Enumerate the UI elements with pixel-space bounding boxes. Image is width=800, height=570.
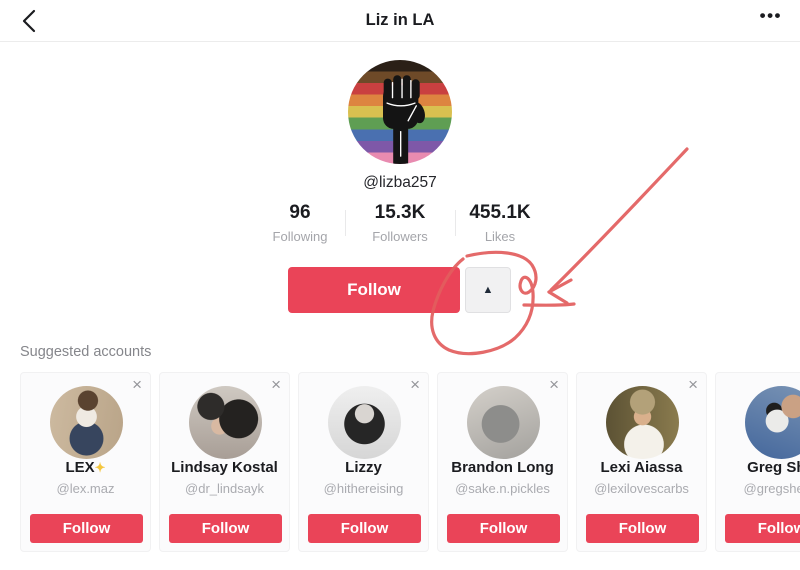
suggested-card[interactable]: × LEX✦ @lex.maz Follow (20, 372, 151, 552)
page-title: Liz in LA (365, 11, 435, 29)
suggested-card[interactable]: × Lizzy @hithereising Follow (298, 372, 429, 552)
account-name: Lizzy (345, 459, 382, 476)
card-follow-button[interactable]: Follow (30, 514, 143, 543)
close-icon[interactable]: × (271, 375, 281, 394)
likes-count: 455.1K (469, 202, 531, 223)
stat-divider (455, 210, 456, 236)
triangle-up-icon: ▲ (482, 284, 494, 296)
followers-count: 15.3K (374, 202, 426, 223)
suggested-card[interactable]: × Lexi Aiassa @lexilovescarbs Follow (576, 372, 707, 552)
stat-followers[interactable]: 15.3K Followers (345, 202, 455, 244)
sparkles-icon: ✦ (94, 460, 106, 475)
following-count: 96 (289, 202, 311, 223)
account-handle: @hithereising (323, 481, 404, 496)
account-handle: @gregshelto (743, 481, 800, 496)
suggested-card[interactable]: × Brandon Long @sake.n.pickles Follow (437, 372, 568, 552)
card-follow-button[interactable]: Follow (308, 514, 421, 543)
suggested-accounts-list: × LEX✦ @lex.maz Follow × Lindsay Kostal … (20, 372, 800, 552)
account-name: Greg She (747, 459, 800, 476)
suggested-accounts-title: Suggested accounts (20, 344, 152, 360)
account-handle: @lex.maz (56, 481, 115, 496)
account-name: Lindsay Kostal (171, 459, 278, 476)
account-handle: @lexilovescarbs (594, 481, 689, 496)
suggested-card[interactable]: × Greg She @gregshelto Follow (715, 372, 800, 552)
account-avatar (328, 386, 401, 459)
stat-divider (345, 210, 346, 236)
profile-avatar (348, 60, 452, 164)
close-icon[interactable]: × (132, 375, 142, 394)
close-icon[interactable]: × (549, 375, 559, 394)
account-avatar (467, 386, 540, 459)
account-handle: @sake.n.pickles (455, 481, 550, 496)
stat-likes[interactable]: 455.1K Likes (455, 202, 545, 244)
header: Liz in LA ••• (0, 0, 800, 42)
account-name: Brandon Long (451, 459, 554, 476)
account-avatar (606, 386, 679, 459)
card-follow-button[interactable]: Follow (586, 514, 699, 543)
account-handle: @dr_lindsayk (185, 481, 264, 496)
more-options-icon[interactable]: ••• (759, 6, 782, 25)
profile-handle: @lizba257 (363, 174, 437, 191)
card-follow-button[interactable]: Follow (447, 514, 560, 543)
followers-label: Followers (372, 229, 428, 244)
close-icon[interactable]: × (688, 375, 698, 394)
follow-button[interactable]: Follow (288, 267, 460, 313)
account-name: LEX✦ (65, 459, 106, 476)
following-label: Following (272, 229, 328, 244)
stat-following[interactable]: 96 Following (255, 202, 345, 244)
account-name: Lexi Aiassa (600, 459, 683, 476)
card-follow-button[interactable]: Follow (725, 514, 800, 543)
account-avatar (745, 386, 800, 459)
suggested-card[interactable]: × Lindsay Kostal @dr_lindsayk Follow (159, 372, 290, 552)
back-icon[interactable] (16, 7, 44, 35)
account-avatar (189, 386, 262, 459)
close-icon[interactable]: × (410, 375, 420, 394)
raised-fist-icon (383, 75, 425, 164)
likes-label: Likes (484, 229, 516, 244)
expand-suggested-button[interactable]: ▲ (465, 267, 511, 313)
stats-row: 96 Following 15.3K Followers 455.1K Like… (255, 202, 545, 244)
account-avatar (50, 386, 123, 459)
card-follow-button[interactable]: Follow (169, 514, 282, 543)
